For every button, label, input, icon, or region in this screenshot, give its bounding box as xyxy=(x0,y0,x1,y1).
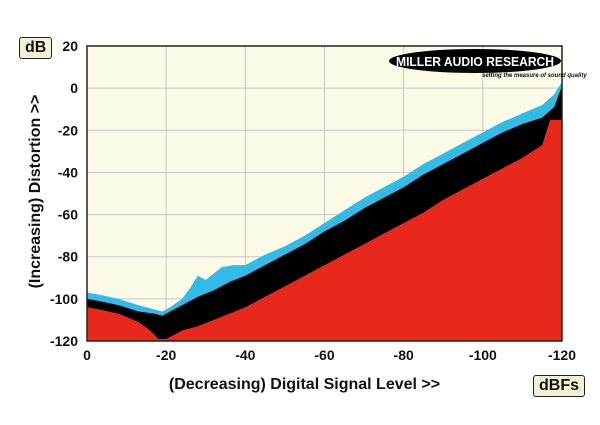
y-tick-label: 20 xyxy=(62,38,78,54)
x-axis-unit-label: dBFs xyxy=(533,375,585,397)
y-tick-label: -120 xyxy=(50,333,78,349)
y-tick-label: -100 xyxy=(50,291,78,307)
tick-labels: 0 -20 -40 -60 -80 -100 -120 20 0 -20 -40 -60 -80 -100… xyxy=(50,38,576,363)
x-tick-label: 0 xyxy=(83,347,91,363)
y-axis-unit-label: dB xyxy=(19,37,53,59)
logo-main-text: MILLER AUDIO RESEARCH xyxy=(396,54,554,69)
logo-tagline: setting the measure of sound quality xyxy=(482,73,587,79)
y-axis-title: (Increasing) Distortion >> xyxy=(27,95,44,289)
series-areas xyxy=(87,81,562,342)
x-tick-label: -40 xyxy=(235,347,255,363)
series-area-3 xyxy=(87,119,562,341)
y-tick-label: 0 xyxy=(70,80,78,96)
y-tick-label: -60 xyxy=(58,207,78,223)
x-tick-label: -100 xyxy=(469,347,497,363)
miller-audio-research-logo: MILLER AUDIO RESEARCH setting the measur… xyxy=(389,49,587,79)
y-tick-label: -20 xyxy=(58,122,78,138)
x-tick-label: -20 xyxy=(156,347,176,363)
plot-frame xyxy=(86,45,563,342)
y-tick-label: -80 xyxy=(58,249,78,265)
y-tick-label: -40 xyxy=(58,164,78,180)
x-axis-title: (Decreasing) Digital Signal Level >> xyxy=(169,376,440,393)
x-tick-label: -60 xyxy=(314,347,334,363)
x-tick-label: -120 xyxy=(548,347,576,363)
logo-badge xyxy=(389,49,561,73)
x-tick-label: -80 xyxy=(394,347,414,363)
